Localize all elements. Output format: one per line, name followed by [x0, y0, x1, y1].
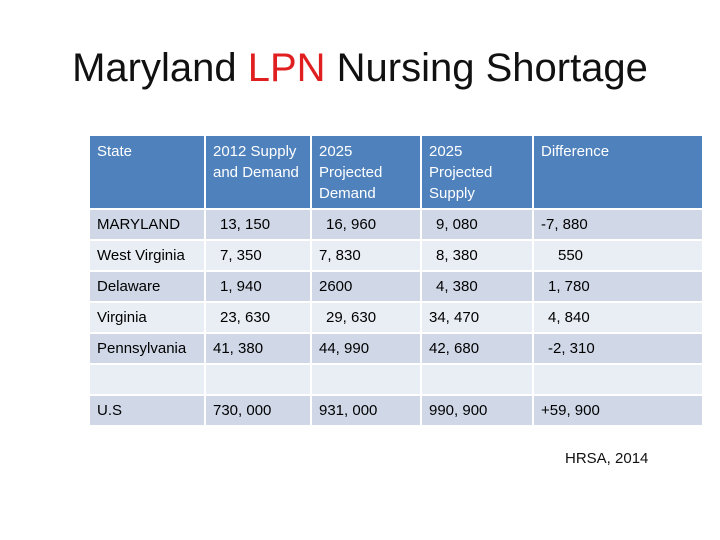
cell-difference: 550 — [533, 240, 702, 272]
cell-difference: 4, 840 — [533, 302, 702, 334]
table-row-blank — [90, 364, 702, 396]
header-2012-supply-demand: 2012 Supply and Demand — [205, 136, 312, 210]
cell-difference: +59, 900 — [533, 395, 702, 427]
cell-2012: 1, 940 — [205, 271, 312, 303]
cell-2025-demand: 29, 630 — [311, 302, 422, 334]
cell-2025-supply: 8, 380 — [421, 240, 534, 272]
cell-2025-demand: 44, 990 — [311, 333, 422, 365]
cell-2025-supply: 990, 900 — [421, 395, 534, 427]
source-citation: HRSA, 2014 — [565, 450, 649, 467]
cell-blank — [533, 364, 702, 396]
title-prefix: Maryland — [72, 46, 248, 90]
cell-blank — [205, 364, 312, 396]
cell-2025-supply: 34, 470 — [421, 302, 534, 334]
table-row: U.S 730, 000 931, 000 990, 900 +59, 900 — [90, 395, 702, 427]
cell-2025-demand: 2600 — [311, 271, 422, 303]
cell-state: U.S — [90, 395, 206, 427]
header-2025-projected-demand: 2025 Projected Demand — [311, 136, 422, 210]
table-row: MARYLAND 13, 150 16, 960 9, 080 -7, 880 — [90, 209, 702, 241]
cell-2012: 7, 350 — [205, 240, 312, 272]
shortage-table: State 2012 Supply and Demand 2025 Projec… — [90, 136, 702, 427]
cell-state: West Virginia — [90, 240, 206, 272]
header-2025-projected-supply: 2025 Projected Supply — [421, 136, 534, 210]
table-row: Virginia 23, 630 29, 630 34, 470 4, 840 — [90, 302, 702, 334]
cell-blank — [311, 364, 422, 396]
cell-2025-demand: 931, 000 — [311, 395, 422, 427]
cell-2012: 13, 150 — [205, 209, 312, 241]
title-suffix: Nursing Shortage — [325, 46, 648, 90]
table-header-row: State 2012 Supply and Demand 2025 Projec… — [90, 136, 702, 210]
cell-2025-demand: 16, 960 — [311, 209, 422, 241]
cell-state: MARYLAND — [90, 209, 206, 241]
title-accent: LPN — [247, 46, 326, 90]
header-difference: Difference — [533, 136, 702, 210]
cell-2012: 23, 630 — [205, 302, 312, 334]
cell-2025-supply: 4, 380 — [421, 271, 534, 303]
cell-2012: 730, 000 — [205, 395, 312, 427]
cell-state: Virginia — [90, 302, 206, 334]
table-row: West Virginia 7, 350 7, 830 8, 380 550 — [90, 240, 702, 272]
table-row: Pennsylvania 41, 380 44, 990 42, 680 -2,… — [90, 333, 702, 365]
cell-difference: 1, 780 — [533, 271, 702, 303]
cell-2025-supply: 42, 680 — [421, 333, 534, 365]
cell-blank — [421, 364, 534, 396]
cell-difference: -2, 310 — [533, 333, 702, 365]
slide-title: Maryland LPN Nursing Shortage — [0, 44, 720, 92]
header-state: State — [90, 136, 206, 210]
table-row: Delaware 1, 940 2600 4, 380 1, 780 — [90, 271, 702, 303]
cell-blank — [90, 364, 206, 396]
cell-state: Delaware — [90, 271, 206, 303]
cell-2025-demand: 7, 830 — [311, 240, 422, 272]
cell-state: Pennsylvania — [90, 333, 206, 365]
cell-2025-supply: 9, 080 — [421, 209, 534, 241]
cell-difference: -7, 880 — [533, 209, 702, 241]
cell-2012: 41, 380 — [205, 333, 312, 365]
